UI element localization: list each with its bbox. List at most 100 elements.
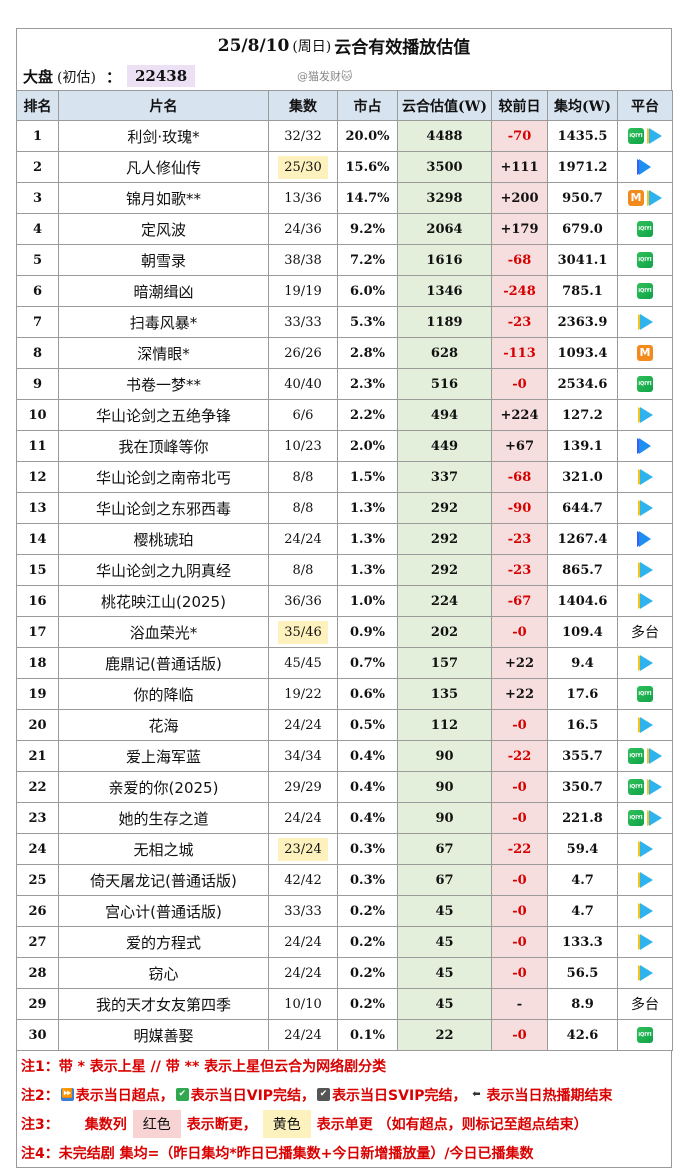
delta-cell: -: [491, 988, 548, 1020]
estimate-cell: 292: [397, 554, 492, 586]
episodes-cell: 42/42: [268, 864, 338, 896]
rank-cell: 24: [16, 833, 59, 865]
table-row: 26 宫心计(普通话版) 33/33 0.2% 45 -0 4.7: [16, 895, 673, 927]
avg-cell: 321.0: [547, 461, 618, 493]
episodes-value: 36/36: [284, 593, 322, 609]
estimate-cell: 337: [397, 461, 492, 493]
estimate-cell: 3298: [397, 182, 492, 214]
share-cell: 1.5%: [337, 461, 398, 493]
episodes-cell: 8/8: [268, 461, 338, 493]
header-rank: 排名: [16, 90, 59, 121]
note-4: 注4：未完结剧 集均=（昨日集均*昨日已播集数+今日新增播放量）/今日已播集数: [21, 1145, 534, 1162]
title-cell: 无相之城: [58, 833, 269, 865]
share-cell: 5.3%: [337, 306, 398, 338]
header-episodes: 集数: [268, 90, 338, 121]
delta-cell: -0: [491, 1019, 548, 1051]
episodes-cell: 6/6: [268, 399, 338, 431]
share-cell: 0.2%: [337, 988, 398, 1020]
table-header: 排名 片名 集数 市占 云合估值(W) 较前日 集均(W) 平台: [16, 90, 673, 121]
episodes-cell: 10/10: [268, 988, 338, 1020]
table-row: 24 无相之城 23/24 0.3% 67 -22 59.4: [16, 833, 673, 865]
table-row: 10 华山论剑之五绝争锋 6/6 2.2% 494 +224 127.2: [16, 399, 673, 431]
delta-cell: -0: [491, 864, 548, 896]
estimate-cell: 2064: [397, 213, 492, 245]
table-row: 25 倚天屠龙记(普通话版) 42/42 0.3% 67 -0 4.7: [16, 864, 673, 896]
rank-cell: 10: [16, 399, 59, 431]
estimate-cell: 3500: [397, 151, 492, 183]
episodes-value: 35/46: [278, 620, 328, 644]
title-cell: 爱的方程式: [58, 926, 269, 958]
platform-cell: [617, 864, 673, 896]
platform-cell: [617, 523, 673, 555]
platform-cell: iQIYI: [617, 740, 673, 772]
tencent-video-play-icon: [639, 314, 653, 330]
avg-cell: 644.7: [547, 492, 618, 524]
platform-cell: 多台: [617, 616, 673, 648]
tencent-video-play-icon: [639, 655, 653, 671]
title-cell: 华山论剑之五绝争锋: [58, 399, 269, 431]
episodes-cell: 35/46: [268, 616, 338, 648]
table-row: 13 华山论剑之东邪西毒 8/8 1.3% 292 -90 644.7: [16, 492, 673, 524]
market-total-sub: (初估): [57, 69, 96, 86]
avg-cell: 221.8: [547, 802, 618, 834]
estimate-cell: 67: [397, 864, 492, 896]
delta-cell: -70: [491, 120, 548, 152]
episodes-value: 38/38: [284, 252, 322, 268]
table-row: 3 锦月如歌** 13/36 14.7% 3298 +200 950.7 M: [16, 182, 673, 214]
estimate-cell: 449: [397, 430, 492, 462]
delta-cell: -22: [491, 833, 548, 865]
delta-cell: -22: [491, 740, 548, 772]
episodes-value: 40/40: [284, 376, 322, 392]
episodes-cell: 19/19: [268, 275, 338, 307]
mango-tv-icon: M: [628, 190, 644, 206]
title-cell: 樱桃琥珀: [58, 523, 269, 555]
episodes-value: 19/22: [284, 686, 322, 702]
end-arrow-icon: ⬅: [472, 1089, 481, 1100]
estimate-cell: 1616: [397, 244, 492, 276]
share-cell: 0.3%: [337, 864, 398, 896]
table-row: 30 明媒善娶 24/24 0.1% 22 -0 42.6 iQIYI: [16, 1019, 673, 1051]
platform-cell: [617, 554, 673, 586]
episodes-value: 23/24: [278, 837, 328, 861]
share-cell: 1.3%: [337, 492, 398, 524]
delta-cell: -113: [491, 337, 548, 369]
tencent-video-play-icon: [639, 872, 653, 888]
title-cell: 锦月如歌**: [58, 182, 269, 214]
title-cell: 宫心计(普通话版): [58, 895, 269, 927]
delta-cell: -23: [491, 554, 548, 586]
delta-cell: -0: [491, 771, 548, 803]
table-row: 9 书卷一梦** 40/40 2.3% 516 -0 2534.6 iQIYI: [16, 368, 673, 400]
episodes-cell: 24/24: [268, 1019, 338, 1051]
avg-cell: 1435.5: [547, 120, 618, 152]
episodes-value: 10/23: [284, 438, 322, 454]
tencent-video-play-icon: [649, 190, 662, 206]
platform-cell: 多台: [617, 988, 673, 1020]
estimate-cell: 22: [397, 1019, 492, 1051]
rank-cell: 5: [16, 244, 59, 276]
avg-cell: 127.2: [547, 399, 618, 431]
table-row: 14 樱桃琥珀 24/24 1.3% 292 -23 1267.4: [16, 523, 673, 555]
iqiyi-logo-icon: iQIYI: [637, 221, 653, 237]
delta-cell: -67: [491, 585, 548, 617]
iqiyi-logo-icon: iQIYI: [637, 686, 653, 702]
platform-cell: iQIYI: [617, 120, 673, 152]
episodes-cell: 36/36: [268, 585, 338, 617]
platform-cell: [617, 585, 673, 617]
title-weekday: (周日): [292, 38, 332, 55]
youku-play-icon: [639, 438, 651, 454]
title-cell: 定风波: [58, 213, 269, 245]
episodes-value: 34/34: [284, 748, 322, 764]
estimate-cell: 292: [397, 492, 492, 524]
table-row: 19 你的降临 19/22 0.6% 135 +22 17.6 iQIYI: [16, 678, 673, 710]
estimate-cell: 45: [397, 988, 492, 1020]
share-cell: 7.2%: [337, 244, 398, 276]
avg-cell: 1093.4: [547, 337, 618, 369]
episodes-value: 42/42: [284, 872, 322, 888]
iqiyi-logo-icon: iQIYI: [637, 376, 653, 392]
title-cell: 暗潮缉凶: [58, 275, 269, 307]
avg-cell: 2534.6: [547, 368, 618, 400]
share-cell: 0.2%: [337, 926, 398, 958]
avg-cell: 1404.6: [547, 585, 618, 617]
rank-cell: 11: [16, 430, 59, 462]
delta-cell: -23: [491, 306, 548, 338]
